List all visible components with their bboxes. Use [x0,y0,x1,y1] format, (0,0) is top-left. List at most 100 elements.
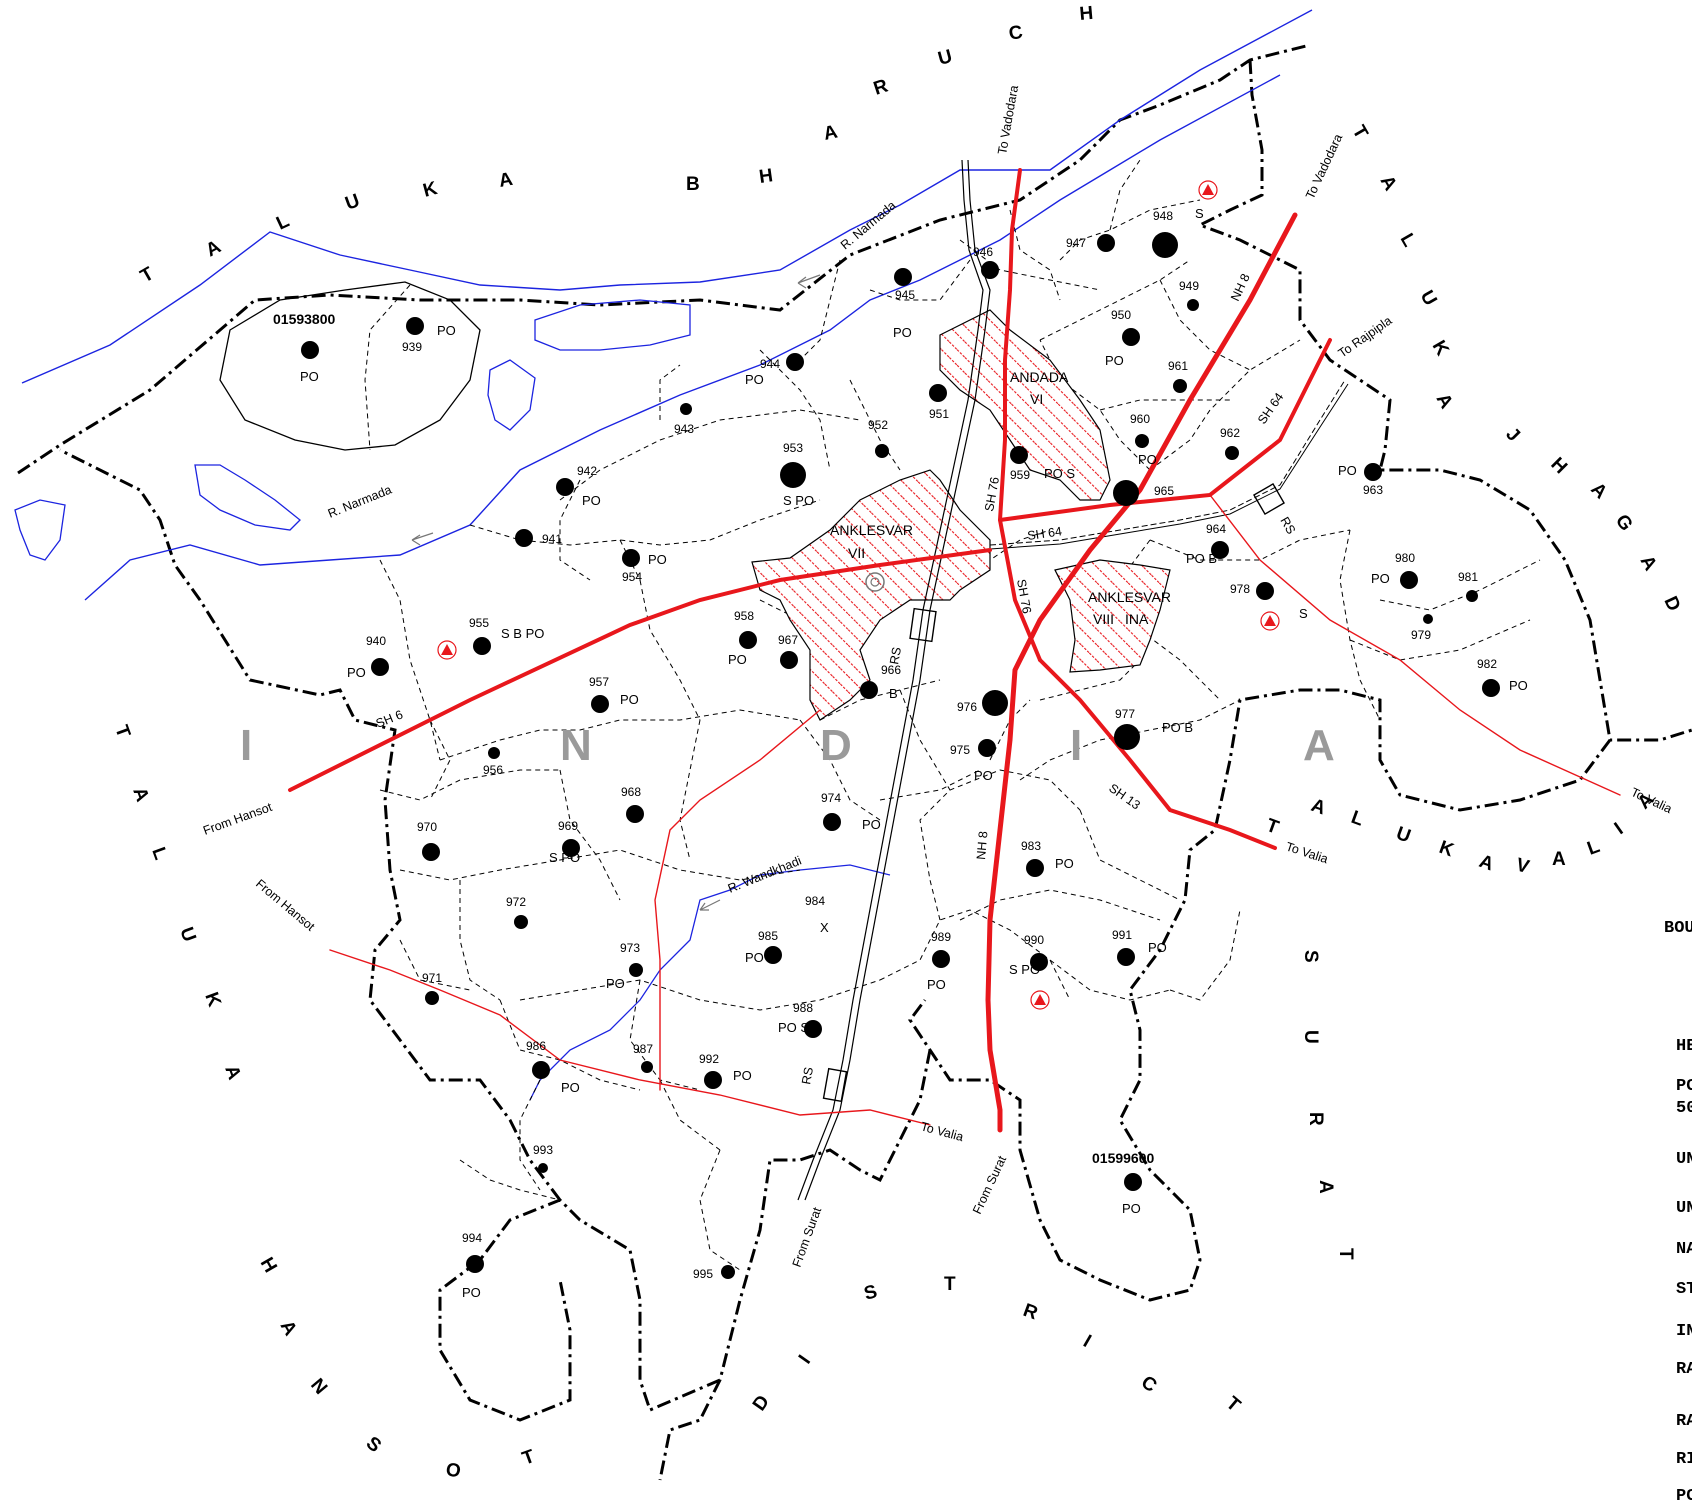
village-949: 949 [1179,279,1199,311]
river-islet-1 [534,299,691,351]
village-967: 967 [778,633,798,669]
facility-label: PO [1105,353,1124,368]
direction-label: To Valia [1629,785,1674,816]
island-boundary [219,281,481,451]
village-945: 945 PO [893,268,915,340]
svg-text:L: L [1348,807,1366,831]
village-dot [1117,948,1135,966]
facility-label: PO [620,692,639,707]
village-dot [515,529,533,547]
facility-label: PO [300,369,319,384]
village-dot [1187,299,1199,311]
facility-label: PO [648,552,667,567]
village-number: 988 [793,1001,813,1015]
river-label: R. Narmada [838,198,899,252]
country-letter: I [240,721,252,770]
road-label: SH 64 [1026,524,1062,543]
town-sub-andada: VI [1030,391,1043,407]
village-951: 951 [929,384,949,421]
facility-label: S B PO [501,626,544,641]
svg-text:A: A [1315,1180,1336,1194]
river-narmada-south-bank [84,74,1281,601]
svg-text:A: A [1552,849,1566,870]
svg-text:I: I [1611,819,1627,839]
village-955: 955 S B PO [469,616,544,655]
village-975: 975 PO [950,739,996,783]
village-dot [1135,434,1149,448]
direction-label: To Valia [1284,840,1330,867]
village-946: 946 [973,245,999,279]
road-label: RS [799,1066,816,1086]
facility-label: PO [745,950,764,965]
villages-layer: 939PO940PO941942PO943944PO945PO946947948… [347,206,1528,1300]
svg-text:T: T [1348,122,1372,143]
village-971: 971 [422,971,442,1005]
legend-text: RA [1676,1412,1692,1431]
facility-label: PO [1122,1201,1141,1216]
village-number: 940 [366,634,386,648]
village-dot [1211,541,1229,559]
village-990: 990 S PO [1009,933,1048,977]
urban-area-anklesvar [751,469,991,721]
svg-text:S: S [862,1281,880,1305]
svg-text:A: A [1308,795,1328,820]
village-number: 973 [620,941,640,955]
village-dot [1364,463,1382,481]
village-dot [981,261,999,279]
village-number: 977 [1115,707,1135,721]
village-number: 944 [760,357,780,371]
village-dot [422,843,440,861]
village-dot [371,658,389,676]
urban-area-anklesvar-ina [1054,559,1171,673]
svg-text:R: R [871,75,891,99]
village-952: 952 [868,418,889,458]
direction-label: To Vadodara [1303,132,1345,201]
village-dot [626,805,644,823]
location-code: 01599600 [1092,1150,1155,1166]
village-dot [514,915,528,929]
village-960: 960 PO [1130,412,1157,467]
village-number: 948 [1153,209,1173,223]
village-941: 941 [515,529,562,547]
village-969: 969 S PO [549,819,580,865]
village-940: 940 PO [347,634,389,680]
svg-text:A: A [220,1063,245,1083]
facility-label: PO [893,325,912,340]
svg-text:C: C [1007,22,1024,45]
village-976: 976 [957,690,1008,716]
village-dot [641,1061,653,1073]
village-dot [875,444,889,458]
village-961: 961 [1168,359,1188,393]
direction-label: To Rajpipla [1336,313,1395,360]
village-962: 962 [1220,426,1240,460]
village-958: 958 PO [728,609,757,667]
village-number: 952 [868,418,888,432]
svg-text:S: S [362,1433,385,1457]
svg-text:T: T [1335,1248,1356,1260]
facility-label: PO [1138,452,1157,467]
svg-text:H: H [256,1254,281,1276]
village-dot [1152,232,1178,258]
village-dot [1124,1173,1142,1191]
village-dot [932,950,950,968]
village-dot [823,813,841,831]
village-number: 967 [778,633,798,647]
village-number: 949 [1179,279,1199,293]
village-dot [1256,582,1274,600]
village-dot [1010,446,1028,464]
village-number: 955 [469,616,489,630]
village-number: 954 [622,570,642,584]
direction-label: To Valia [919,1119,965,1144]
legend-text: BOU [1664,919,1692,938]
facility-label: PO [1055,856,1074,871]
facility-label: X [820,920,829,935]
village-dot [1225,446,1239,460]
road-label: NH 8 [974,831,990,861]
village-dot [532,1061,550,1079]
river-islet-4 [14,499,66,561]
village-number: 989 [931,930,951,944]
village-number: 946 [973,245,993,259]
village-number: 965 [1154,484,1174,498]
village-dot [780,462,806,488]
taluka-boundary [17,43,1692,1481]
